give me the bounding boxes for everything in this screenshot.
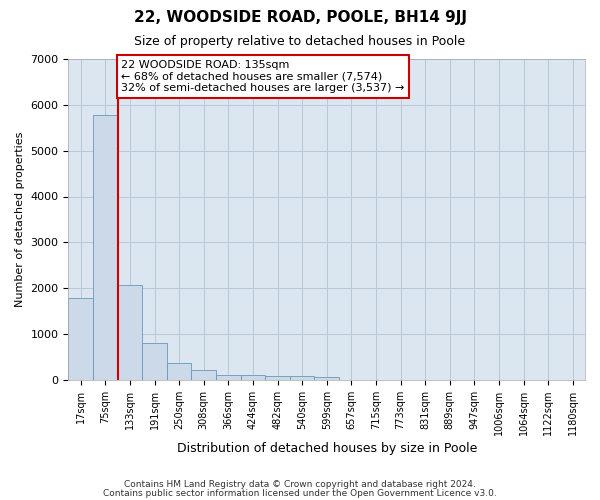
Bar (314, 377, 339, 380)
Bar (216, 374, 241, 380)
Text: Contains HM Land Registry data © Crown copyright and database right 2024.: Contains HM Land Registry data © Crown c… (124, 480, 476, 489)
Text: Contains public sector information licensed under the Open Government Licence v3: Contains public sector information licen… (103, 490, 497, 498)
Y-axis label: Number of detached properties: Number of detached properties (15, 132, 25, 307)
Text: Size of property relative to detached houses in Poole: Size of property relative to detached ho… (134, 35, 466, 48)
Bar (68, 298, 93, 380)
Text: 22 WOODSIDE ROAD: 135sqm
← 68% of detached houses are smaller (7,574)
32% of sem: 22 WOODSIDE ROAD: 135sqm ← 68% of detach… (121, 60, 404, 93)
Bar (241, 375, 265, 380)
Text: 22, WOODSIDE ROAD, POOLE, BH14 9JJ: 22, WOODSIDE ROAD, POOLE, BH14 9JJ (133, 10, 467, 25)
Bar (265, 376, 290, 380)
Bar (191, 370, 216, 380)
Bar (142, 342, 167, 380)
Bar (290, 376, 314, 380)
Bar (93, 115, 118, 380)
Bar (167, 363, 191, 380)
X-axis label: Distribution of detached houses by size in Poole: Distribution of detached houses by size … (176, 442, 477, 455)
Bar (118, 285, 142, 380)
